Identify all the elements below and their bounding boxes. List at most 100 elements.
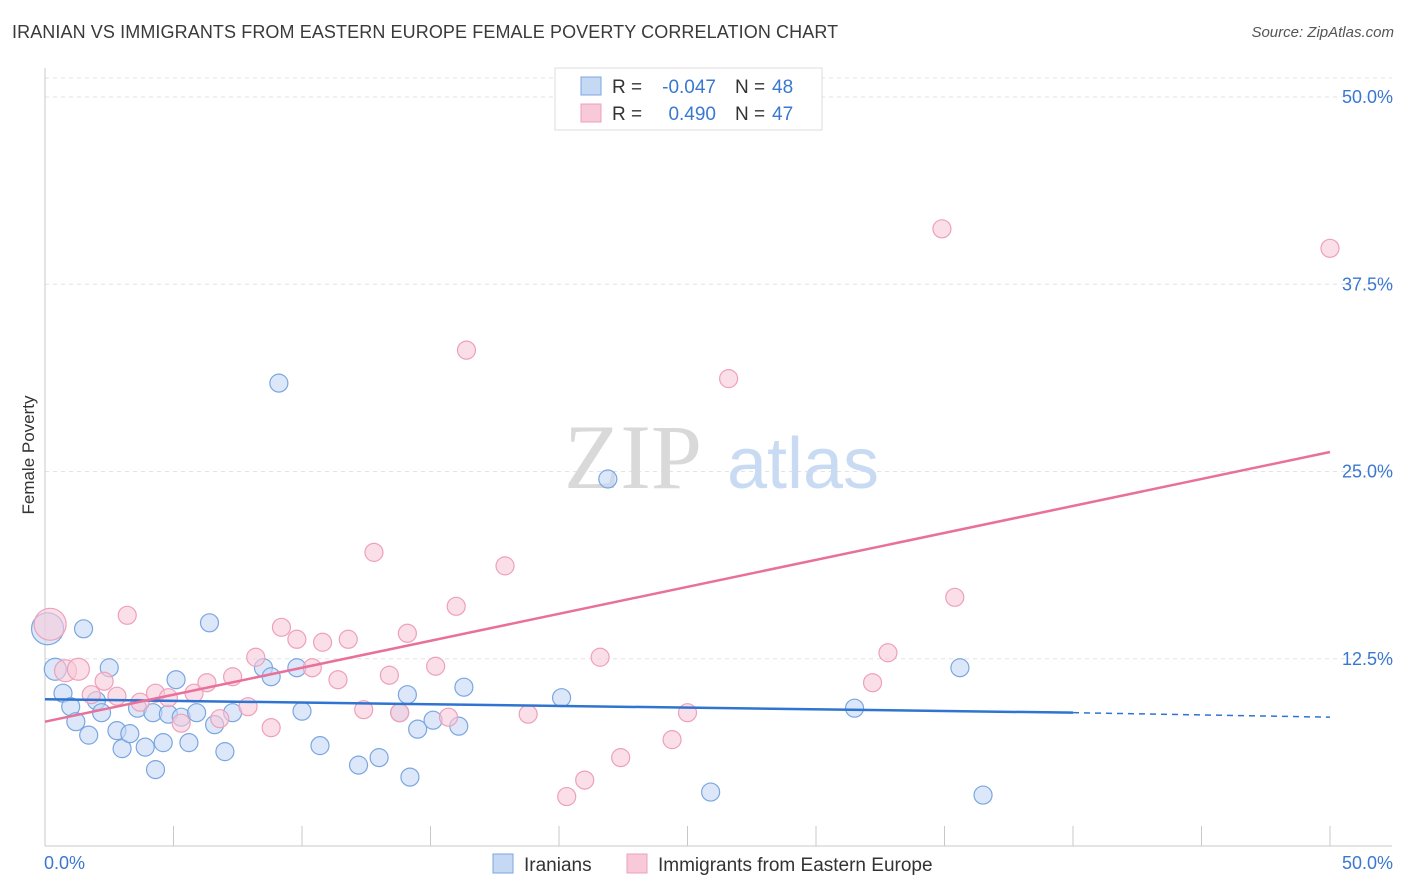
watermark-zip: ZIP — [564, 406, 702, 508]
trend-lines — [44, 450, 1331, 723]
point-iranians — [348, 755, 369, 775]
point-eastern-europe — [456, 340, 477, 360]
source-label: Source: ZipAtlas.com — [1251, 24, 1394, 41]
point-iranians — [199, 613, 220, 633]
point-iranians — [179, 733, 199, 753]
y-tick-label: 37.5% — [1342, 274, 1393, 294]
point-eastern-europe — [611, 748, 631, 768]
y-tick-label: 12.5% — [1342, 649, 1393, 669]
point-iranians — [215, 742, 235, 762]
point-eastern-europe — [246, 647, 266, 667]
y-tick-label: 50.0% — [1342, 87, 1393, 107]
axes — [44, 68, 1392, 847]
legend-label-blue[interactable]: Iranians — [524, 855, 592, 876]
point-eastern-europe — [287, 629, 307, 649]
trendline-pink — [44, 450, 1331, 723]
watermark-atlas: atlas — [727, 424, 879, 504]
point-eastern-europe — [1320, 238, 1340, 258]
point-eastern-europe — [557, 786, 577, 807]
point-iranians — [79, 725, 99, 745]
point-eastern-europe — [238, 697, 258, 717]
point-iranians — [73, 619, 94, 639]
trendline-blue — [44, 697, 1074, 714]
point-eastern-europe — [271, 617, 292, 637]
point-eastern-europe — [312, 632, 333, 652]
legend-swatch-pink[interactable] — [626, 853, 648, 874]
point-iranians — [269, 373, 289, 393]
point-iranians — [454, 677, 474, 697]
legend-r-value: -0.047 — [662, 77, 716, 98]
point-eastern-europe — [575, 770, 595, 790]
x-tick-label-right: 50.0% — [1342, 853, 1393, 873]
point-eastern-europe — [590, 647, 610, 667]
point-eastern-europe — [426, 656, 446, 676]
legend-swatch-pink — [580, 103, 602, 123]
point-eastern-europe — [446, 596, 466, 616]
legend-label-pink[interactable]: Immigrants from Eastern Europe — [658, 855, 933, 876]
point-eastern-europe — [397, 623, 417, 643]
point-eastern-europe — [379, 665, 399, 685]
point-eastern-europe — [878, 643, 898, 663]
legend-swatch-blue[interactable] — [492, 853, 514, 874]
point-iranians — [408, 719, 428, 739]
point-iranians — [844, 698, 865, 718]
point-eastern-europe — [66, 657, 91, 681]
point-eastern-europe — [719, 369, 739, 389]
point-eastern-europe — [518, 704, 538, 724]
point-eastern-europe — [438, 707, 459, 727]
point-iranians — [120, 724, 140, 744]
point-iranians — [91, 703, 112, 723]
point-iranians — [187, 703, 207, 723]
point-eastern-europe — [117, 605, 137, 625]
point-iranians — [973, 785, 993, 805]
point-iranians — [701, 782, 721, 802]
point-eastern-europe — [171, 713, 191, 733]
correlation-legend: R = -0.047 N = 48 R = 0.490 N = 47 — [554, 67, 823, 131]
point-eastern-europe — [495, 556, 515, 576]
legend-n-value: 48 — [772, 77, 793, 98]
point-eastern-europe — [261, 718, 281, 738]
legend-n-label: N = — [735, 77, 765, 98]
legend-n-value: 47 — [772, 104, 793, 125]
point-eastern-europe — [354, 700, 374, 720]
point-iranians — [112, 739, 132, 759]
trendline-extension-blue — [1072, 711, 1331, 718]
y-tick-label: 25.0% — [1342, 462, 1393, 482]
legend-r-label: R = — [612, 77, 642, 98]
point-iranians — [145, 760, 166, 780]
point-eastern-europe — [94, 671, 114, 691]
point-eastern-europe — [210, 709, 230, 729]
grid-lines — [45, 77, 1392, 660]
legend-r-value: 0.490 — [668, 104, 716, 125]
point-eastern-europe — [662, 730, 682, 750]
point-iranians — [369, 748, 389, 768]
point-iranians — [153, 733, 173, 753]
point-iranians — [551, 688, 572, 708]
point-iranians — [397, 685, 417, 705]
point-eastern-europe — [33, 607, 67, 641]
series-legend: Iranians Immigrants from Eastern Europe — [492, 853, 933, 876]
legend-n-label: N = — [735, 104, 765, 125]
point-iranians — [950, 658, 970, 678]
y-axis-label: Female Poverty — [19, 395, 38, 515]
point-iranians — [400, 767, 420, 787]
x-tick-label-left: 0.0% — [44, 853, 85, 873]
point-iranians — [135, 737, 155, 757]
point-eastern-europe — [107, 686, 127, 706]
point-iranians — [292, 701, 312, 721]
legend-swatch-blue — [580, 76, 602, 96]
watermark: ZIP atlas — [564, 406, 879, 508]
legend-r-label: R = — [612, 104, 642, 125]
point-iranians — [598, 469, 618, 489]
data-points — [30, 219, 1340, 807]
tick-labels: 12.5% 25.0% 37.5% 50.0% 0.0% 50.0% — [44, 87, 1393, 873]
point-eastern-europe — [932, 219, 952, 239]
point-eastern-europe — [862, 673, 883, 693]
point-iranians — [310, 736, 330, 756]
point-eastern-europe — [338, 629, 358, 649]
chart-title: IRANIAN VS IMMIGRANTS FROM EASTERN EUROP… — [12, 22, 839, 42]
point-eastern-europe — [390, 703, 410, 723]
point-eastern-europe — [328, 670, 348, 690]
point-eastern-europe — [945, 587, 965, 607]
